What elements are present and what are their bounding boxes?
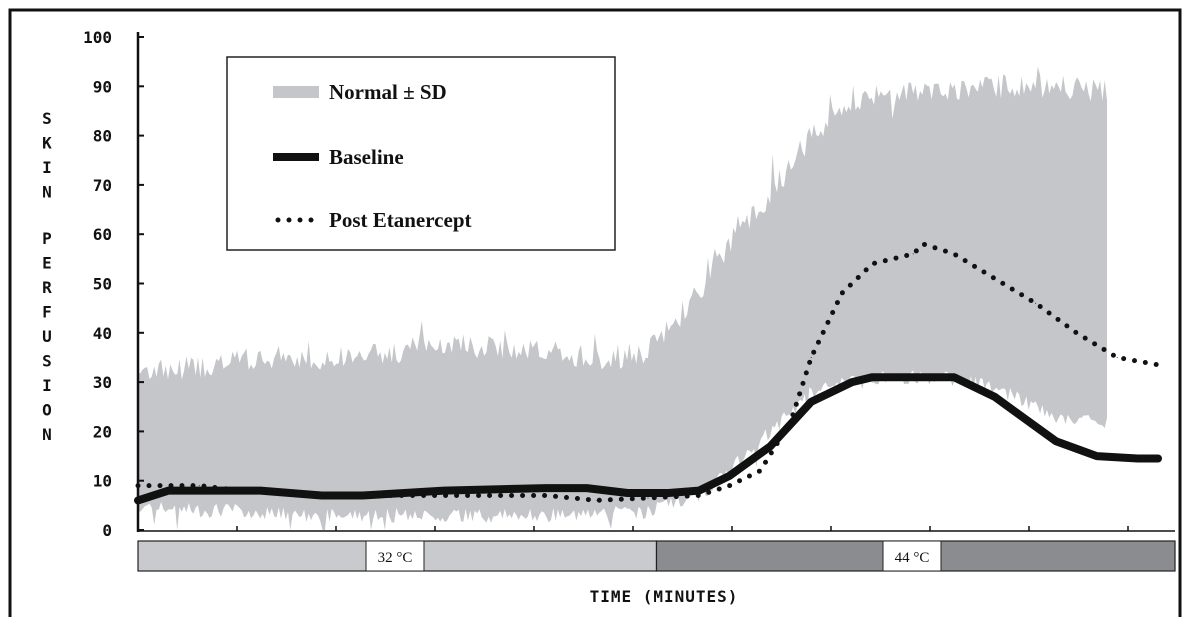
- baseline-point: [953, 376, 955, 378]
- post-etanercept-point: [1157, 364, 1159, 366]
- y-axis-label-letter: E: [42, 254, 52, 273]
- temp-label-box: [882, 540, 942, 572]
- y-tick-label: 80: [93, 127, 112, 146]
- legend-label: Baseline: [329, 145, 404, 169]
- baseline-point: [1096, 455, 1098, 457]
- post-etanercept-point: [1035, 302, 1037, 304]
- post-etanercept-point: [810, 356, 812, 358]
- post-etanercept-point: [341, 494, 343, 496]
- y-axis-label-letter: O: [42, 401, 52, 420]
- y-tick-label: 50: [93, 275, 112, 294]
- post-etanercept-point: [545, 494, 547, 496]
- post-etanercept-point: [239, 490, 241, 492]
- y-axis-label-letter: R: [42, 278, 52, 297]
- legend-swatch-band: [273, 86, 319, 98]
- post-etanercept-point: [994, 278, 996, 280]
- baseline-point: [586, 487, 588, 489]
- post-etanercept-point: [596, 499, 598, 501]
- legend: Normal ± SD Baseline Post Etanercept: [226, 56, 616, 251]
- baseline-point: [545, 487, 547, 489]
- y-tick-label: 100: [83, 28, 112, 47]
- outer-frame: [8, 8, 1182, 617]
- x-axis-label: TIME (MINUTES): [590, 587, 739, 606]
- baseline-point: [729, 475, 731, 477]
- temp-phase-label: 44 °C: [895, 550, 930, 566]
- baseline-point: [1035, 425, 1037, 427]
- y-axis-label-letter: N: [42, 183, 52, 202]
- y-axis-label-letter: I: [42, 376, 52, 395]
- y-axis-label-letter: I: [42, 158, 52, 177]
- legend-label: Normal ± SD: [329, 80, 447, 104]
- post-etanercept-point: [871, 263, 873, 265]
- post-etanercept-point: [1116, 356, 1118, 358]
- temp-phase-label: 32 °C: [378, 550, 413, 566]
- post-etanercept-point: [198, 485, 200, 487]
- baseline-point: [1137, 458, 1139, 460]
- y-tick-label: 70: [93, 176, 112, 195]
- y-tick-label: 90: [93, 77, 112, 96]
- y-tick-label: 0: [102, 521, 112, 540]
- legend-label: Post Etanercept: [329, 208, 472, 232]
- baseline-point: [361, 494, 363, 496]
- baseline-point: [810, 401, 812, 403]
- post-etanercept-point: [647, 497, 649, 499]
- normal-sd-band-layer: [138, 66, 1107, 530]
- y-axis-label-letter: F: [42, 303, 52, 322]
- post-etanercept-point: [698, 494, 700, 496]
- baseline-point: [667, 492, 669, 494]
- baseline-series-layer: [134, 373, 1162, 505]
- post-etanercept-point: [790, 421, 792, 423]
- y-tick-label: 40: [93, 324, 112, 343]
- y-axis-label-letter: S: [42, 352, 52, 371]
- baseline-point: [698, 490, 700, 492]
- y-tick-labels: 0 10 20 30 40 50 60 70 80 90 100: [83, 28, 112, 540]
- baseline-point: [1157, 458, 1159, 460]
- post-etanercept-point: [922, 243, 924, 245]
- baseline-point: [1055, 440, 1057, 442]
- y-tick-label: 20: [93, 422, 112, 441]
- temp-label-box: [365, 540, 425, 572]
- post-etanercept-point: [953, 253, 955, 255]
- baseline-point: [219, 490, 221, 492]
- baseline-point: [168, 490, 170, 492]
- temperature-phase-bar: 32 °C 44 °C: [137, 540, 1176, 572]
- post-etanercept-point: [759, 470, 761, 472]
- baseline-point: [627, 492, 629, 494]
- post-etanercept-point: [912, 253, 914, 255]
- baseline-point: [871, 376, 873, 378]
- baseline-point: [321, 494, 323, 496]
- y-axis-label-letter: N: [42, 425, 52, 444]
- y-axis-label-letter: U: [42, 327, 52, 346]
- post-etanercept-point: [1075, 332, 1077, 334]
- y-tick-label: 60: [93, 225, 112, 244]
- y-axis-label-letter: K: [42, 134, 52, 153]
- baseline-point: [912, 376, 914, 378]
- axis-layer: [136, 32, 1175, 532]
- post-etanercept-point: [841, 292, 843, 294]
- baseline-point: [851, 381, 853, 383]
- y-tick-label: 30: [93, 373, 112, 392]
- y-axis-label-letter: S: [42, 109, 52, 128]
- post-etanercept-point: [729, 485, 731, 487]
- y-axis-label-letter: P: [42, 229, 52, 248]
- post-etanercept-point: [443, 494, 445, 496]
- y-tick-label: 10: [93, 472, 112, 491]
- series-normal-sd-band: [138, 66, 1107, 530]
- baseline-point: [443, 490, 445, 492]
- baseline-point: [994, 396, 996, 398]
- baseline-point: [769, 445, 771, 447]
- chart-frame: [8, 8, 1182, 617]
